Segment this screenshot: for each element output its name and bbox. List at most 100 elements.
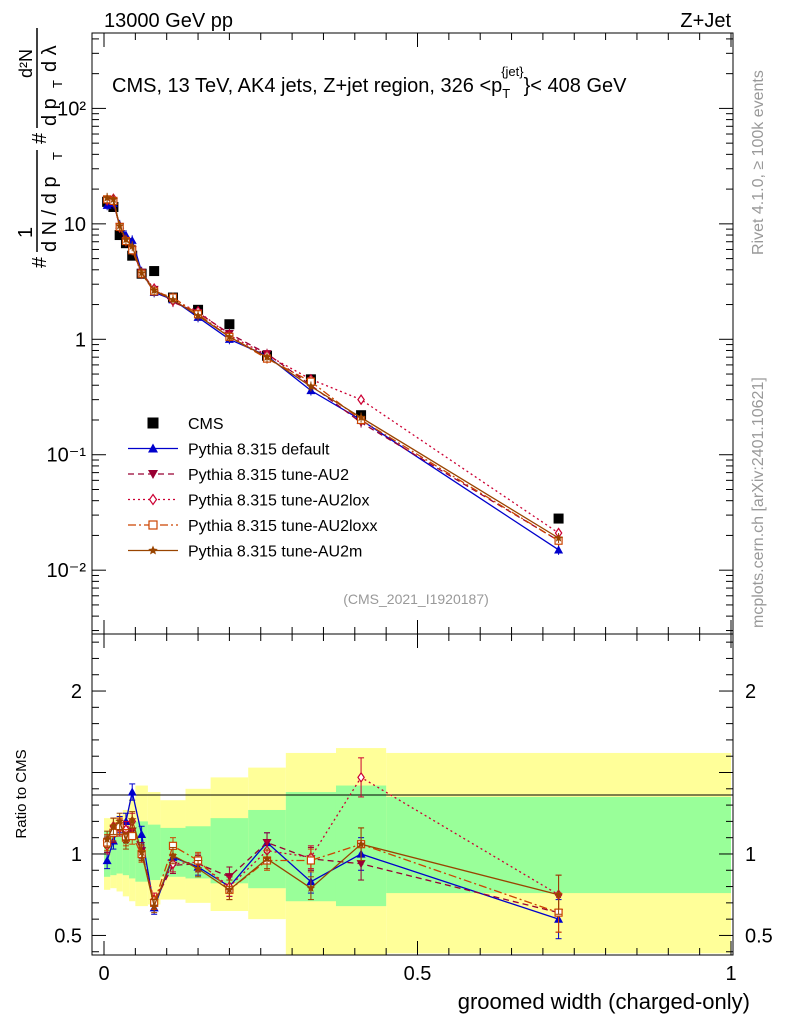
legend-marker-pythia-8-315-tune-au2loxx <box>148 520 158 530</box>
main-point-pythia-8-315-tune-au2m <box>121 235 131 244</box>
plot-title-sub: T <box>502 86 510 101</box>
legend-marker-pythia-8-315-tune-au2lox <box>148 493 158 506</box>
main-point-cms <box>149 266 160 277</box>
mcplots-reference-label: mcplots.cern.ch [arXiv:2401.10621] <box>750 377 767 628</box>
ratio-point-pythia-8-315-tune-au2m <box>225 885 234 894</box>
ratio-point-pythia-8-315-default <box>102 855 112 865</box>
ratio-point-pythia-8-315-tune-au2loxx <box>128 831 137 841</box>
axis-ticks <box>92 33 733 955</box>
ratio-point-pythia-8-315-tune-au2m <box>115 816 124 826</box>
ratio-plot-frame <box>91 633 734 956</box>
y-label-t2: T <box>50 80 65 88</box>
legend-label-pythia-8-315-tune-au2m: Pythia 8.315 tune-AU2m <box>188 544 362 561</box>
main-point-pythia-8-315-tune-au2m <box>168 295 178 304</box>
main-point-pythia-8-315-tune-au2m <box>127 241 137 250</box>
legend-label-pythia-8-315-tune-au2: Pythia 8.315 tune-AU2 <box>188 467 349 484</box>
ratio-point-pythia-8-315-tune-au2m <box>168 851 178 860</box>
ratio-point-pythia-8-315-tune-au2loxx <box>306 856 316 865</box>
main-point-pythia-8-315-tune-au2lox <box>357 394 365 406</box>
axis-tick-label: 0.5 <box>54 925 82 947</box>
band-inner-bin <box>147 824 161 881</box>
ratio-point-pythia-8-315-tune-au2m <box>193 864 203 873</box>
axis-tick-label: 10² <box>57 98 86 120</box>
legend-marker-pythia-8-315-tune-au2 <box>148 470 158 479</box>
axis-tick-label: 0.5 <box>404 963 432 985</box>
axis-tick-label: 2 <box>745 681 756 703</box>
main-line-pythia-8-315-tune-au2 <box>106 199 559 542</box>
legend-label-pythia-8-315-tune-au2loxx: Pythia 8.315 tune-AU2loxx <box>188 518 377 535</box>
band-inner-bin <box>122 832 130 876</box>
axis-tick-label: 1 <box>71 844 82 866</box>
y-label-hash-2: # <box>29 132 51 144</box>
header-process: Z+Jet <box>680 10 731 32</box>
plot-title-sup: {jet} <box>501 64 524 79</box>
ratio-point-pythia-8-315-default <box>137 829 147 839</box>
main-point-pythia-8-315-tune-au2m <box>102 193 112 202</box>
main-point-pythia-8-315-tune-au2m <box>193 311 203 320</box>
ratio-point-pythia-8-315-tune-au2m <box>306 883 316 892</box>
legend-label-pythia-8-315-tune-au2lox: Pythia 8.315 tune-AU2lox <box>188 493 369 510</box>
legend-marker-pythia-8-315-default <box>148 443 158 453</box>
legend-marker-cms <box>147 417 159 429</box>
ratio-point-pythia-8-315-default <box>127 787 137 796</box>
ratio-point-pythia-8-315-tune-au2 <box>356 860 366 869</box>
main-point-pythia-8-315-tune-au2m <box>149 285 159 295</box>
y-label-hash-1: # <box>29 256 51 268</box>
ratio-point-pythia-8-315-tune-au2m <box>262 854 272 863</box>
ratio-point-pythia-8-315-tune-au2m <box>149 901 159 910</box>
ratio-axis-label: Ratio to CMS <box>13 749 30 838</box>
plot-title-prefix: CMS, 13 TeV, AK4 jets, Z+jet region, 326… <box>112 75 491 97</box>
main-point-cms <box>224 319 235 330</box>
band-inner-bin <box>116 834 123 874</box>
ratio-point-pythia-8-315-tune-au2m <box>127 815 137 824</box>
analysis-watermark: (CMS_2021_I1920187) <box>343 591 489 607</box>
plot-title: CMS, 13 TeV, AK4 jets, Z+jet region, 326… <box>112 64 627 101</box>
main-point-pythia-8-315-default <box>554 545 564 554</box>
y-label-dn: d N / d p <box>39 176 61 252</box>
legend: CMS Pythia 8.315 default Pythia 8.315 tune… <box>128 416 377 561</box>
ratio-point-pythia-8-315-tune-au2m <box>554 890 563 899</box>
main-point-pythia-8-315-tune-au2m <box>554 533 563 542</box>
axis-tick-labels: 10⁻² 10⁻¹ 1 10 10² 0.5 0.5 1 1 2 2 0 0.5 1 <box>47 98 773 985</box>
ratio-point-pythia-8-315-tune-au2m <box>356 839 366 848</box>
main-point-cms <box>127 250 138 261</box>
axis-tick-label: 0 <box>98 963 109 985</box>
axis-tick-label: 2 <box>71 681 82 703</box>
plot-title-suffix: }< 408 GeV <box>524 75 628 97</box>
axis-tick-label: 0.5 <box>745 925 773 947</box>
main-point-cms <box>114 230 125 241</box>
axis-tick-label: 10⁻¹ <box>47 445 87 467</box>
y-axis-label: # 1 d N / d p T # d²N d p T d λ <box>15 28 65 268</box>
main-point-pythia-8-315-tune-au2m <box>356 413 366 422</box>
legend-label-pythia-8-315-default: Pythia 8.315 default <box>188 442 330 459</box>
x-axis-label: groomed width (charged-only) <box>458 989 750 1014</box>
y-label-t1: T <box>50 152 65 160</box>
main-point-pythia-8-315-tune-au2m <box>137 268 146 277</box>
axis-tick-label: 1 <box>75 329 86 351</box>
main-point-pythia-8-315-tune-au2m <box>225 332 234 341</box>
axis-tick-label: 10 <box>64 214 86 236</box>
axis-tick-label: 10⁻² <box>47 560 87 582</box>
header-energy: 13000 GeV pp <box>104 10 233 32</box>
ratio-line-pythia-8-315-tune-au2m <box>106 817 559 909</box>
rivet-version-label: Rivet 4.1.0, ≥ 100k events <box>750 70 767 255</box>
main-line-pythia-8-315-tune-au2loxx <box>106 198 559 542</box>
plot-title-p: p <box>491 75 502 97</box>
main-point-pythia-8-315-tune-au2m <box>306 382 316 391</box>
main-line-pythia-8-315-tune-au2m <box>106 197 559 539</box>
main-point-cms <box>553 513 564 524</box>
legend-label-cms: CMS <box>188 416 224 433</box>
main-point-pythia-8-315-tune-au2m <box>115 221 124 230</box>
main-point-pythia-8-315-tune-au2m <box>109 194 118 203</box>
band-inner-bin <box>129 827 136 879</box>
ratio-point-pythia-8-315-tune-au2m <box>109 821 118 830</box>
y-label-dlambda: d λ <box>39 45 61 72</box>
legend-marker-pythia-8-315-tune-au2m <box>148 545 158 555</box>
axis-tick-label: 1 <box>725 963 736 985</box>
ratio-point-pythia-8-315-tune-au2m <box>137 847 146 856</box>
ratio-point-pythia-8-315-tune-au2lox <box>357 771 365 783</box>
ratio-point-pythia-8-315-tune-au2m <box>121 836 131 845</box>
y-label-one: 1 <box>15 227 37 238</box>
y-label-dp: d p <box>39 98 61 126</box>
y-label-d2n: d²N <box>16 49 36 78</box>
